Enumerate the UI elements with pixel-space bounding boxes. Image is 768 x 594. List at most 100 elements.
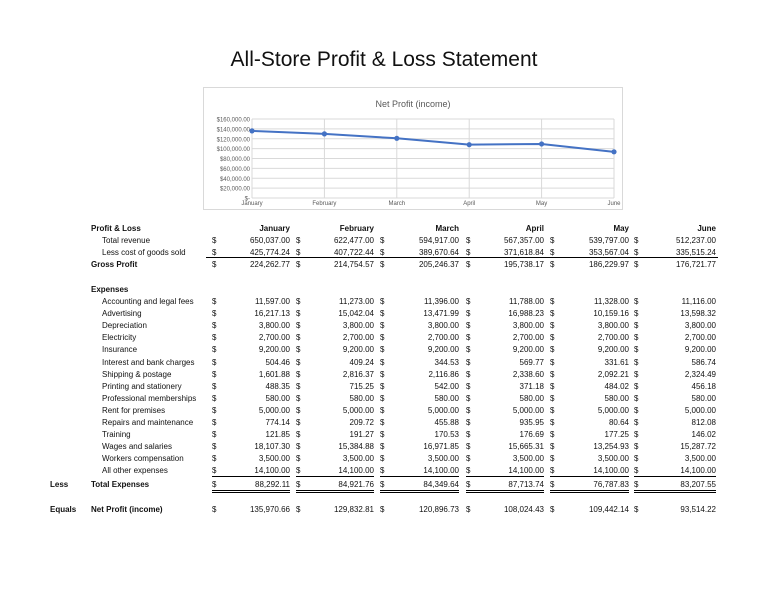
cell-value: 87,713.74 — [508, 480, 544, 489]
currency-symbol: $ — [550, 466, 555, 476]
currency-symbol: $ — [212, 309, 217, 319]
y-tick-label: $40,000.00 — [220, 177, 251, 183]
underline — [296, 466, 374, 478]
currency-symbol: $ — [380, 248, 385, 257]
currency-symbol: $ — [212, 321, 217, 331]
currency-symbol: $ — [550, 405, 555, 415]
expense-row-label: Advertising — [102, 309, 142, 319]
currency-symbol: $ — [466, 466, 471, 476]
month-header: February — [339, 224, 374, 233]
currency-symbol: $ — [634, 418, 639, 427]
row-label: Less cost of goods sold — [102, 248, 186, 257]
currency-symbol: $ — [296, 405, 301, 415]
cell-value: 16,971.85 — [423, 442, 459, 452]
cell-value: 109,442.14 — [588, 505, 629, 514]
currency-symbol: $ — [550, 430, 555, 440]
cell-value: 580.00 — [604, 393, 629, 403]
cell-value: 580.00 — [265, 393, 290, 403]
cell-value: 191.27 — [349, 430, 374, 440]
net-profit-chart: Net Profit (income) $160,000.00 $140,000.0… — [203, 87, 623, 210]
cell-value: 371,618.84 — [503, 248, 544, 257]
expense-row-label: Depreciation — [102, 321, 147, 331]
y-tick-label: $120,000.00 — [217, 137, 251, 143]
cell-value: 331.61 — [604, 357, 629, 367]
currency-symbol: $ — [212, 466, 217, 476]
y-tick-label: $160,000.00 — [217, 118, 251, 124]
cell-value: 3,800.00 — [258, 321, 290, 331]
cell-value: 3,800.00 — [684, 321, 716, 331]
expense-row-label: Rent for premises — [102, 405, 166, 415]
x-tick-label: June — [607, 201, 621, 207]
equals-label: Equals — [50, 505, 77, 514]
cell-value: 84,349.64 — [423, 480, 459, 489]
currency-symbol: $ — [380, 405, 385, 415]
currency-symbol: $ — [466, 309, 471, 319]
currency-symbol: $ — [212, 333, 217, 343]
cell-value: 2,700.00 — [427, 333, 459, 343]
currency-symbol: $ — [296, 260, 301, 269]
currency-symbol: $ — [634, 393, 639, 403]
month-header: January — [259, 224, 290, 233]
cell-value: 335,515.24 — [675, 248, 716, 257]
x-tick-label: April — [463, 201, 475, 207]
cell-value: 16,217.13 — [254, 309, 290, 319]
series-line — [251, 129, 615, 153]
underline — [466, 480, 544, 493]
currency-symbol: $ — [380, 345, 385, 355]
currency-symbol: $ — [466, 248, 471, 257]
cell-value: 3,800.00 — [342, 321, 374, 331]
data-point — [611, 149, 617, 155]
cell-value: 580.00 — [434, 393, 459, 403]
currency-symbol: $ — [550, 321, 555, 331]
currency-symbol: $ — [380, 369, 385, 379]
cell-value: 93,514.22 — [680, 505, 716, 514]
currency-symbol: $ — [296, 357, 301, 367]
currency-symbol: $ — [466, 345, 471, 355]
cell-value: 935.95 — [519, 418, 544, 427]
currency-symbol: $ — [550, 454, 555, 464]
cell-value: 15,665.31 — [508, 442, 544, 452]
currency-symbol: $ — [212, 297, 217, 306]
currency-symbol: $ — [380, 309, 385, 319]
expense-row-label: All other expenses — [102, 466, 168, 476]
currency-symbol: $ — [550, 309, 555, 319]
cell-value: 5,000.00 — [258, 405, 290, 415]
cell-value: 2,324.49 — [684, 369, 716, 379]
currency-symbol: $ — [212, 405, 217, 415]
data-point — [539, 141, 545, 147]
currency-symbol: $ — [634, 466, 639, 476]
currency-symbol: $ — [296, 309, 301, 319]
cell-value: 9,200.00 — [684, 345, 716, 355]
currency-symbol: $ — [296, 381, 301, 391]
currency-symbol: $ — [634, 309, 639, 319]
currency-symbol: $ — [380, 260, 385, 269]
cell-value: 9,200.00 — [342, 345, 374, 355]
currency-symbol: $ — [212, 454, 217, 464]
month-header: June — [697, 224, 716, 233]
x-tick-label: March — [388, 201, 405, 207]
currency-symbol: $ — [550, 345, 555, 355]
x-tick-label: February — [312, 201, 336, 207]
cell-value: 455.88 — [434, 418, 459, 427]
data-point — [321, 131, 327, 137]
cell-value: 14,100.00 — [338, 466, 374, 476]
y-tick-label: $60,000.00 — [220, 167, 251, 173]
y-tick-label: $140,000.00 — [217, 127, 251, 133]
cell-value: 11,116.00 — [681, 297, 716, 306]
currency-symbol: $ — [212, 418, 217, 427]
currency-symbol: $ — [296, 369, 301, 379]
currency-symbol: $ — [296, 393, 301, 403]
currency-symbol: $ — [296, 248, 301, 257]
currency-symbol: $ — [634, 381, 639, 391]
currency-symbol: $ — [466, 430, 471, 440]
cell-value: 5,000.00 — [597, 405, 629, 415]
currency-symbol: $ — [380, 393, 385, 403]
cell-value: 2,092.21 — [597, 369, 629, 379]
currency-symbol: $ — [380, 442, 385, 452]
cell-value: 2,816.37 — [342, 369, 374, 379]
cell-value: 569.77 — [519, 357, 544, 367]
currency-symbol: $ — [296, 297, 301, 306]
section-header-expenses: Expenses — [91, 285, 129, 294]
y-tick-label: $- — [245, 197, 250, 203]
underline — [212, 466, 290, 478]
